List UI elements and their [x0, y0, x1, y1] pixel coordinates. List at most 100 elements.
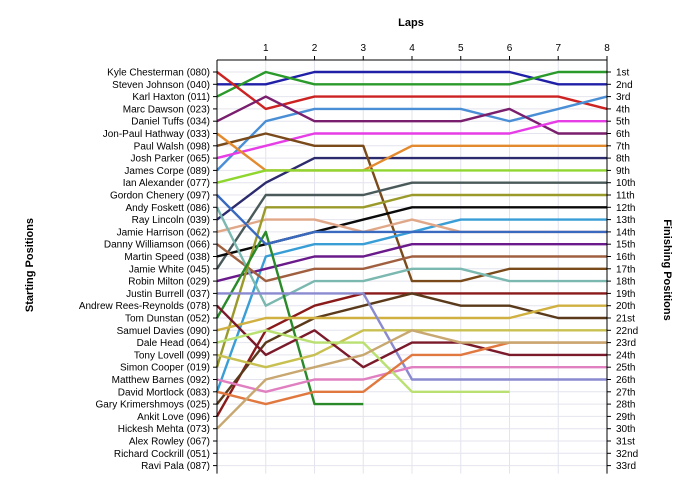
driver-label: Robin Milton (029)	[128, 277, 210, 288]
finish-label: 7th	[616, 141, 630, 152]
finish-label: 19th	[616, 289, 635, 300]
driver-label: Andy Foskett (086)	[126, 203, 210, 214]
driver-label: Andrew Rees-Reynolds (078)	[79, 301, 210, 312]
finish-label: 28th	[616, 400, 635, 411]
y-axis-label-left: Starting Positions	[24, 218, 36, 312]
driver-line	[215, 181, 607, 270]
finish-label: 18th	[616, 277, 635, 288]
finish-label: 23rd	[616, 338, 636, 349]
finish-label: 29th	[616, 412, 635, 423]
axes: 1 2 3 4 5 6 7 8	[213, 43, 611, 474]
driver-label: Tony Lovell (099)	[134, 350, 210, 361]
finish-label: 31st	[616, 437, 635, 448]
driver-label: Ankit Love (096)	[137, 412, 210, 423]
driver-label: Marc Dawson (023)	[123, 104, 210, 115]
finish-label: 10th	[616, 178, 635, 189]
finish-label: 22nd	[616, 326, 638, 337]
finish-label: 1st	[616, 68, 630, 79]
finish-label: 17th	[616, 264, 635, 275]
driver-label: Dale Head (064)	[137, 338, 210, 349]
finish-label: 26th	[616, 375, 635, 386]
finish-label: 6th	[616, 129, 630, 140]
driver-label: Justin Burrell (037)	[126, 289, 210, 300]
driver-line	[216, 132, 607, 283]
driver-label: Simon Cooper (019)	[120, 363, 210, 374]
driver-line	[216, 304, 607, 332]
x-tick-label: 1	[263, 43, 269, 54]
x-tick-label: 2	[312, 43, 318, 54]
y-axis-label-right: Finishing Positions	[661, 219, 673, 320]
finish-label: 5th	[616, 117, 630, 128]
driver-line	[216, 70, 607, 98]
finish-label: 14th	[616, 227, 635, 238]
driver-label: James Corpe (089)	[124, 166, 210, 177]
x-tick-label: 7	[555, 43, 561, 54]
finish-label: 9th	[616, 166, 630, 177]
finish-label: 12th	[616, 203, 635, 214]
driver-label: Gary Krimershmoys (025)	[96, 400, 210, 411]
driver-label: David Mortlock (083)	[118, 387, 210, 398]
driver-label: Gordon Chenery (097)	[110, 191, 210, 202]
finish-label: 25th	[616, 363, 635, 374]
x-tick-label: 5	[458, 43, 464, 54]
finish-label: 15th	[616, 240, 635, 251]
driver-line	[216, 304, 607, 369]
driver-label: Tom Dunstan (052)	[125, 314, 210, 325]
finish-label: 32nd	[616, 449, 638, 460]
driver-line	[216, 329, 510, 393]
driver-label: Ray Lincoln (039)	[132, 215, 210, 226]
driver-label: Alex Rowley (067)	[129, 437, 210, 448]
driver-label: Ravi Pala (087)	[141, 461, 210, 472]
driver-line	[216, 169, 607, 184]
driver-line	[215, 193, 607, 368]
driver-label: Paul Walsh (098)	[134, 141, 210, 152]
driver-line	[217, 70, 607, 86]
x-tick-label: 4	[409, 43, 415, 54]
driver-label: Jamie White (045)	[129, 264, 210, 275]
finish-label: 33rd	[616, 461, 636, 472]
x-tick-label: 3	[360, 43, 366, 54]
labels: Kyle Chesterman (080)Steven Johnson (040…	[79, 68, 638, 473]
x-tick-label: 6	[507, 43, 513, 54]
driver-label: Matthew Barnes (092)	[112, 375, 210, 386]
x-tick-label: 8	[604, 43, 610, 54]
driver-label: Jamie Harrison (062)	[117, 227, 210, 238]
chart-title: Laps	[398, 17, 424, 29]
driver-line	[216, 242, 607, 283]
driver-label: Samuel Davies (090)	[117, 326, 210, 337]
driver-label: Martin Speed (038)	[124, 252, 210, 263]
finish-label: 24th	[616, 350, 635, 361]
finish-label: 4th	[616, 104, 630, 115]
driver-line	[216, 119, 607, 160]
series-lines	[215, 70, 608, 430]
driver-label: Ian Alexander (077)	[123, 178, 210, 189]
driver-line	[216, 243, 607, 283]
driver-line	[215, 206, 607, 307]
driver-label: Kyle Chesterman (080)	[107, 68, 210, 79]
finish-label: 30th	[616, 424, 635, 435]
driver-label: Karl Haxton (011)	[132, 92, 210, 103]
finish-label: 16th	[616, 252, 635, 263]
driver-line	[216, 95, 608, 172]
driver-line	[217, 292, 607, 381]
finish-label: 3rd	[616, 92, 630, 103]
finish-label: 11th	[616, 191, 635, 202]
finish-label: 20th	[616, 301, 635, 312]
finish-label: 2nd	[616, 80, 633, 91]
driver-label: Josh Parker (065)	[131, 154, 210, 165]
finish-label: 8th	[616, 154, 630, 165]
finish-label: 13th	[616, 215, 635, 226]
driver-label: Jon-Paul Hathway (033)	[103, 129, 210, 140]
driver-label: Steven Johnson (040)	[112, 80, 210, 91]
driver-label: Danny Williamson (066)	[104, 240, 210, 251]
finish-label: 21st	[616, 314, 635, 325]
driver-line	[216, 329, 607, 430]
driver-line	[216, 156, 607, 221]
driver-line	[216, 366, 607, 393]
finish-label: 27th	[616, 387, 635, 398]
driver-label: Daniel Tuffs (034)	[131, 117, 210, 128]
driver-label: Richard Cockrill (051)	[114, 449, 210, 460]
driver-line	[216, 194, 607, 246]
